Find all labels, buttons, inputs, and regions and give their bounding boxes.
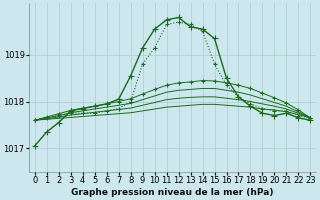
X-axis label: Graphe pression niveau de la mer (hPa): Graphe pression niveau de la mer (hPa) — [71, 188, 274, 197]
